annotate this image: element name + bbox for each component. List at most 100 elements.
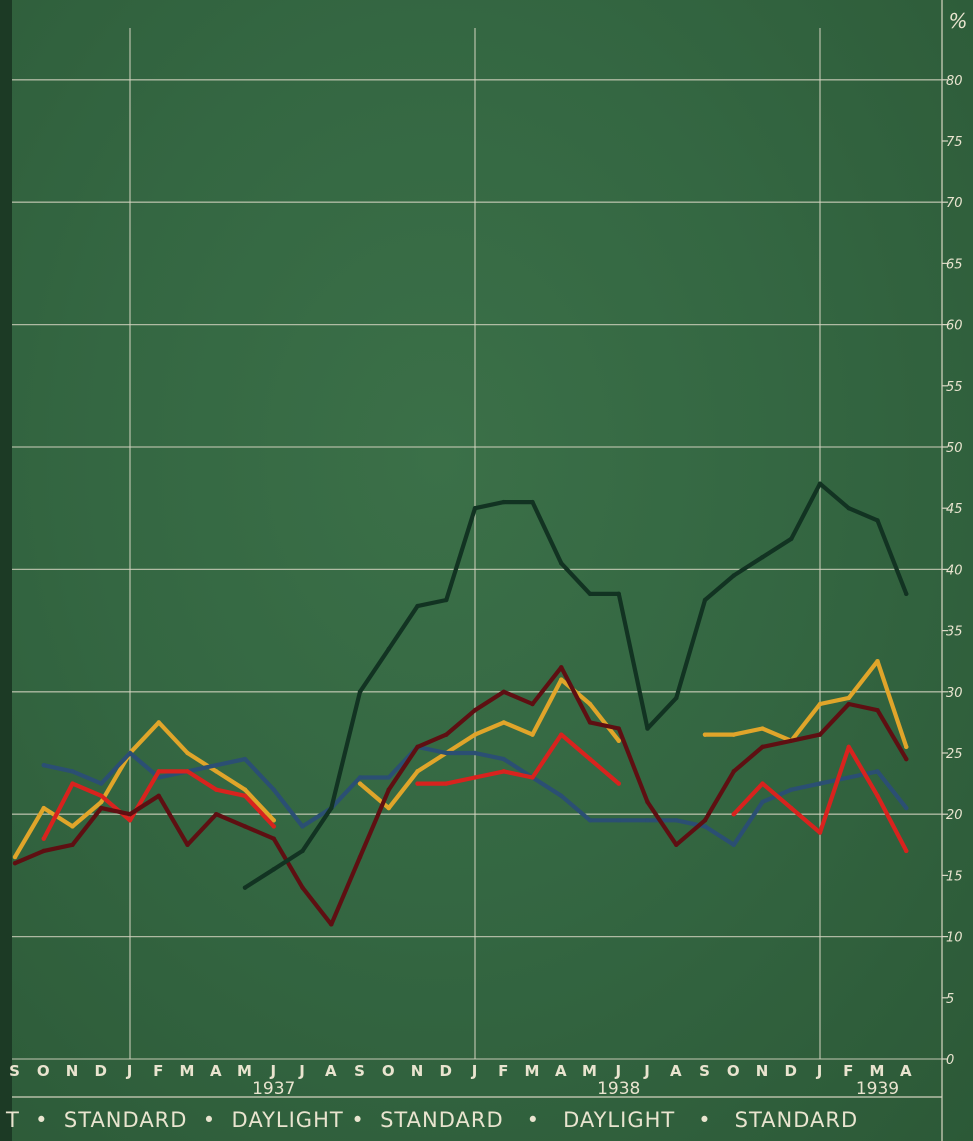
data-point — [70, 842, 75, 847]
x-tick-label: F — [498, 1062, 509, 1080]
data-point — [846, 695, 851, 701]
data-point — [300, 885, 305, 890]
y-tick-label: 30 — [946, 686, 963, 701]
series-4 — [12, 665, 909, 927]
data-point — [702, 597, 708, 603]
data-point — [242, 824, 248, 829]
series-line — [415, 732, 621, 786]
x-tick-label: M — [525, 1062, 541, 1080]
data-point — [760, 781, 765, 786]
data-point — [530, 499, 535, 505]
data-point — [70, 824, 75, 829]
data-point — [242, 756, 248, 762]
data-point — [817, 701, 823, 707]
data-point — [99, 799, 104, 805]
data-series — [12, 481, 909, 927]
data-point — [41, 763, 46, 768]
series-line — [12, 720, 276, 860]
data-point — [12, 860, 18, 866]
data-point — [587, 701, 593, 707]
x-tick-label: F — [843, 1062, 854, 1080]
data-point — [444, 597, 449, 603]
data-point — [645, 799, 650, 805]
x-tick-label: M — [237, 1062, 253, 1080]
x-tick-label: J — [471, 1062, 479, 1080]
y-tick-label: 55 — [946, 380, 963, 395]
data-point — [559, 793, 564, 799]
data-point — [846, 506, 851, 511]
data-point — [271, 836, 276, 841]
data-point — [616, 738, 621, 743]
data-point — [472, 750, 478, 756]
series-1 — [12, 659, 909, 860]
data-point — [875, 659, 880, 664]
series-line — [702, 659, 909, 750]
data-point — [242, 787, 248, 792]
y-tick-label: 80 — [946, 74, 963, 89]
data-point — [444, 781, 449, 786]
y-tick-label: 50 — [946, 441, 963, 456]
data-point — [587, 591, 593, 597]
data-point — [300, 824, 305, 829]
data-point — [127, 812, 133, 817]
data-point — [875, 793, 880, 799]
data-point — [386, 805, 391, 811]
data-point — [846, 744, 851, 750]
data-point — [616, 781, 621, 786]
data-point — [156, 720, 161, 725]
data-point — [41, 805, 46, 811]
x-tick-label: D — [440, 1062, 453, 1080]
data-point — [702, 732, 708, 737]
data-point — [70, 781, 75, 786]
y-tick-label: 20 — [946, 808, 963, 823]
data-point — [587, 756, 593, 762]
data-point — [674, 842, 679, 847]
data-point — [616, 726, 621, 731]
data-point — [530, 775, 535, 780]
data-point — [731, 769, 736, 774]
data-point — [702, 818, 708, 823]
data-point — [559, 677, 564, 682]
x-tick-label: A — [670, 1062, 683, 1080]
y-tick-label: 75 — [946, 135, 963, 150]
y-tick-label: 10 — [946, 931, 963, 946]
data-point — [70, 769, 75, 774]
x-tick-label: N — [756, 1062, 770, 1080]
data-point — [587, 818, 593, 823]
data-point — [357, 775, 363, 780]
data-point — [386, 646, 391, 652]
data-point — [616, 591, 621, 597]
data-point — [616, 818, 621, 823]
series-line — [41, 769, 276, 841]
x-tick-label: S — [9, 1062, 21, 1080]
data-point — [760, 726, 765, 731]
data-point — [156, 769, 161, 774]
data-point — [817, 830, 823, 835]
data-point — [472, 775, 478, 780]
y-tick-label: 70 — [946, 196, 963, 211]
x-tick-label: M — [180, 1062, 196, 1080]
data-point — [501, 769, 506, 774]
data-point — [472, 732, 478, 737]
x-tick-label: J — [126, 1062, 134, 1080]
x-tick-label: F — [153, 1062, 164, 1080]
series-3 — [41, 732, 909, 854]
data-point — [501, 720, 506, 725]
data-point — [559, 732, 564, 737]
x-tick-label: M — [582, 1062, 598, 1080]
y-tick-label: 65 — [946, 257, 963, 272]
data-point — [904, 591, 909, 597]
x-tick-label: D — [785, 1062, 798, 1080]
data-point — [185, 769, 190, 774]
data-point — [41, 836, 46, 841]
data-point — [559, 561, 564, 566]
data-point — [731, 812, 736, 817]
data-point — [875, 707, 880, 713]
x-tick-label: A — [210, 1062, 223, 1080]
x-tick-label: S — [354, 1062, 366, 1080]
data-point — [472, 506, 478, 511]
x-tick-label: A — [555, 1062, 568, 1080]
data-point — [99, 781, 104, 786]
